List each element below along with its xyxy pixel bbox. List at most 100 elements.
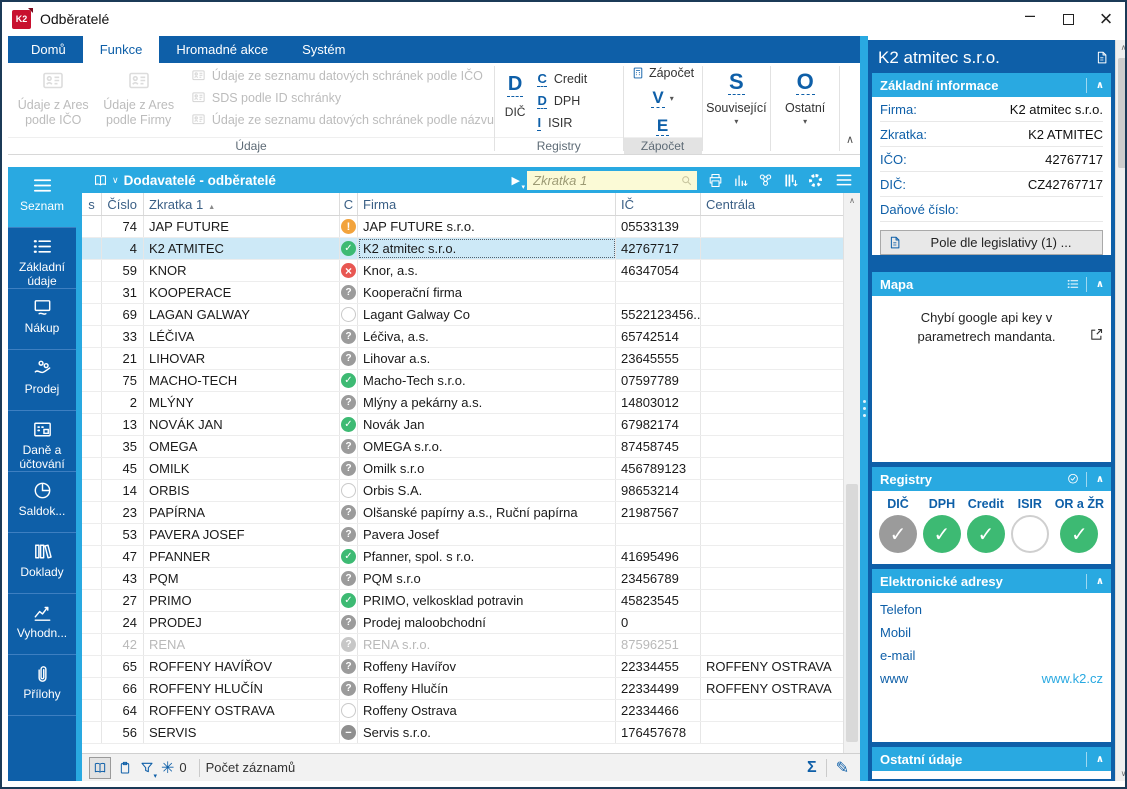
registry-status-item[interactable]: Credit <box>966 497 1005 553</box>
registry-status-item[interactable]: DPH <box>922 497 961 553</box>
external-link-icon[interactable] <box>1089 327 1104 342</box>
panel-scrollbar[interactable] <box>1115 40 1125 781</box>
hamburger-menu-icon[interactable] <box>834 170 854 190</box>
sidebar-item[interactable]: Prodej <box>8 350 76 411</box>
scroll-up-icon[interactable] <box>1116 40 1125 55</box>
zapocet-button[interactable]: Zápočet <box>631 66 694 80</box>
col-header-cislo[interactable]: Číslo <box>102 193 144 215</box>
section-header-map[interactable]: Mapa <box>872 272 1111 296</box>
play-icon[interactable]: ▾ <box>512 174 525 191</box>
registry-status-item[interactable]: ISIR <box>1010 497 1049 553</box>
ribbon-menu-item[interactable]: Údaje ze seznamu datových schránek podle… <box>191 68 494 83</box>
table-row[interactable]: 64 ROFFENY OSTRAVA Roffeny Ostrava 22334… <box>82 700 843 722</box>
table-row[interactable]: 14 ORBIS Orbis S.A. 98653214 <box>82 480 843 502</box>
collapse-icon[interactable] <box>1093 279 1107 290</box>
table-row[interactable]: 27 PRIMO PRIMO, velkosklad potravin 4582… <box>82 590 843 612</box>
collapse-icon[interactable] <box>1093 754 1107 765</box>
collapse-icon[interactable] <box>1093 576 1107 587</box>
dic-check-button[interactable]: D DIČ <box>505 67 526 137</box>
section-header-basic[interactable]: Základní informace <box>872 73 1111 97</box>
table-row[interactable]: 45 OMILK Omilk s.r.o 456789123 <box>82 458 843 480</box>
ribbon-tab[interactable]: Systém <box>302 42 346 57</box>
minimize-button[interactable] <box>1011 4 1049 34</box>
scroll-thumb[interactable] <box>1118 58 1125 168</box>
sidebar-item[interactable]: Vyhodn... <box>8 594 76 655</box>
table-row[interactable]: 69 LAGAN GALWAY Lagant Galway Co 5522123… <box>82 304 843 326</box>
table-row[interactable]: 43 PQM PQM s.r.o 23456789 <box>82 568 843 590</box>
table-row[interactable]: 66 ROFFENY HLUČÍN Roffeny Hlučín 2233449… <box>82 678 843 700</box>
clipboard-button[interactable] <box>117 760 133 776</box>
book-icon[interactable] <box>92 172 109 189</box>
eaddress-link[interactable]: www.k2.cz <box>1041 671 1103 686</box>
table-row[interactable]: 59 KNOR Knor, a.s. 46347054 <box>82 260 843 282</box>
edit-button[interactable] <box>836 758 849 778</box>
sidebar-item[interactable]: Daně a účtování <box>8 411 76 472</box>
ribbon-tab[interactable]: Domů <box>31 42 66 57</box>
table-row[interactable]: 47 PFANNER Pfanner, spol. s r.o. 4169549… <box>82 546 843 568</box>
col-header-c[interactable]: C <box>340 193 358 215</box>
table-row[interactable]: 35 OMEGA OMEGA s.r.o. 87458745 <box>82 436 843 458</box>
ares-by-firma-button[interactable]: Údaje z Ares podle Firmy <box>98 63 178 137</box>
registry-check-button[interactable]: D DPH <box>537 93 587 109</box>
table-row[interactable]: 75 MACHO-TECH Macho-Tech s.r.o. 07597789 <box>82 370 843 392</box>
col-header-zkratka[interactable]: Zkratka 1 <box>144 193 340 215</box>
col-header-s[interactable]: s <box>82 193 102 215</box>
collapse-icon[interactable] <box>1093 80 1107 91</box>
chart-icon[interactable] <box>732 172 749 189</box>
chevron-down-icon[interactable] <box>112 175 119 186</box>
print-icon[interactable] <box>707 172 724 189</box>
check-circle-icon[interactable] <box>1066 472 1080 486</box>
table-row[interactable]: 33 LÉČIVA Léčiva, a.s. 65742514 <box>82 326 843 348</box>
table-row[interactable]: 13 NOVÁK JAN Novák Jan 67982174 <box>82 414 843 436</box>
table-scrollbar[interactable] <box>843 193 860 753</box>
zapocet-e-button[interactable]: E <box>655 116 670 136</box>
panel-splitter[interactable] <box>860 36 868 781</box>
table-row[interactable]: 74 JAP FUTURE JAP FUTURE s.r.o. 05533139 <box>82 216 843 238</box>
table-row[interactable]: 4 K2 ATMITEC K2 atmitec s.r.o. 42767717 <box>82 238 843 260</box>
col-header-ic[interactable]: IČ <box>616 193 701 215</box>
registry-check-button[interactable]: C Credit <box>537 71 587 87</box>
registry-status-item[interactable]: OR a ŽR <box>1055 497 1104 553</box>
book-view-button[interactable] <box>89 756 111 779</box>
gear-icon[interactable] <box>809 173 822 187</box>
table-row[interactable]: 23 PAPÍRNA Olšanské papírny a.s., Ruční … <box>82 502 843 524</box>
table-row[interactable]: 31 KOOPERACE Kooperační firma <box>82 282 843 304</box>
sidebar-item[interactable]: Přílohy <box>8 655 76 716</box>
table-row[interactable]: 42 RENA RENA s.r.o. 87596251 <box>82 634 843 656</box>
registry-status-item[interactable]: DIČ <box>879 497 917 553</box>
scroll-up-icon[interactable] <box>844 193 860 208</box>
table-row[interactable]: 21 LIHOVAR Lihovar a.s. 23645555 <box>82 348 843 370</box>
ribbon-menu-item[interactable]: Údaje ze seznamu datových schránek podle… <box>191 112 494 127</box>
table-row[interactable]: 65 ROFFENY HAVÍŘOV Roffeny Havířov 22334… <box>82 656 843 678</box>
ribbon-collapse-button[interactable] <box>840 63 860 154</box>
section-header-registry[interactable]: Registry <box>872 467 1111 491</box>
filter-button[interactable] <box>139 760 155 776</box>
ribbon-tab[interactable]: Funkce <box>82 36 160 63</box>
ares-by-ico-button[interactable]: Údaje z Ares podle IČO <box>13 63 93 137</box>
table-row[interactable]: 53 PAVERA JOSEF Pavera Josef <box>82 524 843 546</box>
ostatni-button[interactable]: O Ostatní <box>771 63 839 137</box>
col-header-firma[interactable]: Firma <box>358 193 616 215</box>
scroll-thumb[interactable] <box>846 484 858 742</box>
sidebar-item[interactable]: Nákup <box>8 289 76 350</box>
ribbon-tab[interactable]: Hromadné akce <box>176 42 269 57</box>
snowflake-button[interactable] <box>161 758 174 778</box>
list-icon[interactable] <box>1066 277 1080 291</box>
table-row[interactable]: 2 MLÝNY Mlýny a pekárny a.s. 14803012 <box>82 392 843 414</box>
section-header-eaddresses[interactable]: Elektronické adresy <box>872 569 1111 593</box>
zapocet-v-button[interactable]: V <box>651 88 673 108</box>
close-button[interactable] <box>1087 4 1125 34</box>
section-header-other[interactable]: Ostatní údaje <box>872 747 1111 771</box>
table-row[interactable]: 24 PRODEJ Prodej maloobchodní 0 <box>82 612 843 634</box>
sidebar-item[interactable]: Saldok... <box>8 472 76 533</box>
col-header-centrala[interactable]: Centrála <box>706 196 756 212</box>
sum-button[interactable] <box>807 759 817 777</box>
pole-dle-legislativy-button[interactable]: Pole dle legislativy (1) ... <box>880 230 1103 255</box>
table-row[interactable]: 56 SERVIS Servis s.r.o. 176457678 <box>82 722 843 744</box>
sidebar-item[interactable]: Základní údaje <box>8 228 76 289</box>
ribbon-menu-item[interactable]: SDS podle ID schránky <box>191 90 494 105</box>
maximize-button[interactable] <box>1049 4 1087 34</box>
document-icon[interactable] <box>1094 50 1109 65</box>
collapse-icon[interactable] <box>1093 474 1107 485</box>
sidebar-item[interactable]: Seznam <box>8 167 76 228</box>
